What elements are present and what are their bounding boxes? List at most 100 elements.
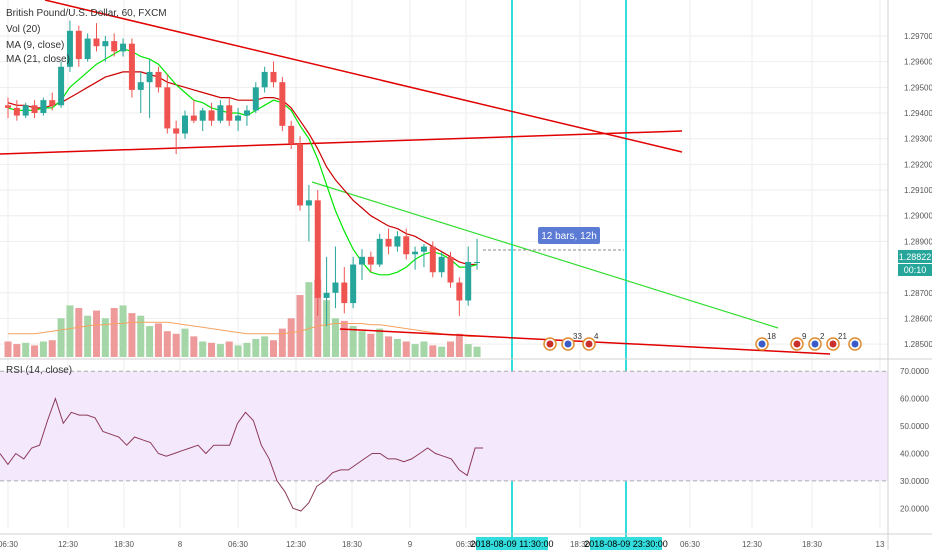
volume-bar: [349, 326, 357, 357]
price-tick-label: 1.29700: [904, 32, 932, 41]
candle-body: [146, 71, 153, 83]
time-tick-label: 18:30: [342, 540, 363, 549]
volume-bar: [296, 295, 304, 357]
time-tick-label: 12:30: [742, 540, 763, 549]
rsi-tick-label: 40.0000: [900, 449, 929, 458]
volume-bar: [411, 344, 419, 357]
candle-body: [350, 264, 357, 304]
price-tick-label: 1.29200: [904, 160, 932, 169]
event-flag-center: [758, 340, 766, 348]
volume-bar: [323, 300, 331, 357]
volume-bar: [287, 318, 295, 357]
candle-body: [208, 110, 215, 121]
candle-body: [22, 105, 29, 116]
volume-bar: [66, 305, 74, 357]
event-flag-center: [811, 340, 819, 348]
event-count: 9: [802, 332, 807, 341]
candle-body: [13, 107, 20, 116]
volume-bar: [402, 341, 410, 357]
measure-tool[interactable]: 12 bars, 12h: [483, 227, 624, 251]
event-flag-icon[interactable]: 33: [561, 332, 582, 351]
rsi-tick-label: 60.0000: [900, 395, 929, 404]
event-flag-icon[interactable]: [543, 337, 557, 351]
candle-body: [137, 82, 144, 90]
candle-body: [120, 43, 127, 52]
event-flag-icon[interactable]: 18: [755, 332, 776, 351]
event-flag-center: [546, 340, 554, 348]
event-count: 18: [767, 332, 776, 341]
volume-bar: [181, 328, 189, 357]
time-badge-2: 2018-08-09 23:30:00: [584, 539, 668, 549]
candle-body: [164, 87, 171, 129]
volume-bar: [261, 336, 269, 357]
volume-bar: [331, 318, 339, 357]
rsi-tick-label: 20.0000: [900, 504, 929, 513]
candle-body: [66, 30, 73, 67]
volume-bar: [110, 307, 118, 357]
price-tick-label: 1.28600: [904, 314, 932, 323]
candle-body: [40, 100, 47, 114]
volume-bar: [31, 345, 39, 357]
volume-bar: [429, 345, 437, 357]
volume-bar: [278, 328, 286, 357]
time-tick-label: 13: [876, 540, 885, 549]
event-flag-icon[interactable]: 4: [582, 332, 599, 351]
ma9-line: [7, 48, 478, 276]
candle-body: [332, 282, 339, 293]
time-tick-label: 12:30: [58, 540, 79, 549]
candle-body: [465, 261, 472, 301]
candle-body: [235, 115, 242, 121]
candle-body: [412, 251, 419, 255]
volume-bar: [119, 305, 127, 357]
volume-bar: [39, 341, 47, 357]
price-tick-label: 1.29500: [904, 83, 932, 92]
event-markers[interactable]: 33 4 18 9 2 21: [543, 332, 862, 351]
volume-bar: [22, 342, 30, 357]
rsi-tick-label: 70.0000: [900, 367, 929, 376]
time-tick-label: 18:30: [570, 540, 591, 549]
volume-bars: [4, 279, 481, 357]
candle-body: [243, 110, 250, 116]
candle-body: [31, 105, 38, 114]
volume-bar: [367, 333, 375, 357]
legend-vol: Vol (20): [6, 24, 40, 35]
candle-body: [394, 236, 401, 247]
candle-body: [5, 105, 11, 108]
ma21-line: [7, 71, 477, 266]
time-tick-label: 06:30: [228, 540, 249, 549]
candle-body: [447, 256, 454, 283]
volume-bar: [234, 345, 242, 357]
event-flag-icon[interactable]: 2: [808, 332, 825, 351]
event-count: 2: [820, 332, 825, 341]
candle-body: [226, 105, 233, 121]
volume-bar: [208, 342, 216, 357]
volume-bar: [48, 340, 56, 357]
time-badges: 2018-08-09 11:30:00 2018-08-09 23:30:00: [471, 537, 668, 550]
rsi-tick-label: 50.0000: [900, 422, 929, 431]
price-badge: 1.28822 00:10: [898, 250, 932, 276]
volume-bar: [93, 310, 100, 357]
candle-body: [305, 200, 312, 206]
candles: [5, 20, 481, 327]
volume-bar: [385, 336, 393, 357]
candle-body: [199, 110, 206, 121]
volume-bar: [305, 282, 313, 357]
volume-bar: [314, 279, 322, 357]
event-flag-icon[interactable]: 9: [790, 332, 807, 351]
candle-body: [376, 238, 383, 265]
volume-bar: [455, 333, 463, 357]
candle-body: [93, 38, 100, 47]
event-flag-icon[interactable]: [848, 337, 862, 351]
volume-bar: [146, 326, 154, 357]
measure-label: 12 bars, 12h: [541, 231, 597, 242]
candle-body: [438, 256, 445, 273]
candle-body: [182, 115, 188, 134]
trendline-descending-red: [44, 0, 683, 153]
event-flag-icon[interactable]: 21: [826, 332, 847, 351]
candle-body: [58, 66, 65, 106]
chart-title: British Pound/U.S. Dollar, 60, FXCM: [6, 8, 167, 19]
time-tick-label: 18:30: [114, 540, 135, 549]
rsi-pane: [0, 358, 932, 512]
candle-body: [323, 292, 330, 298]
